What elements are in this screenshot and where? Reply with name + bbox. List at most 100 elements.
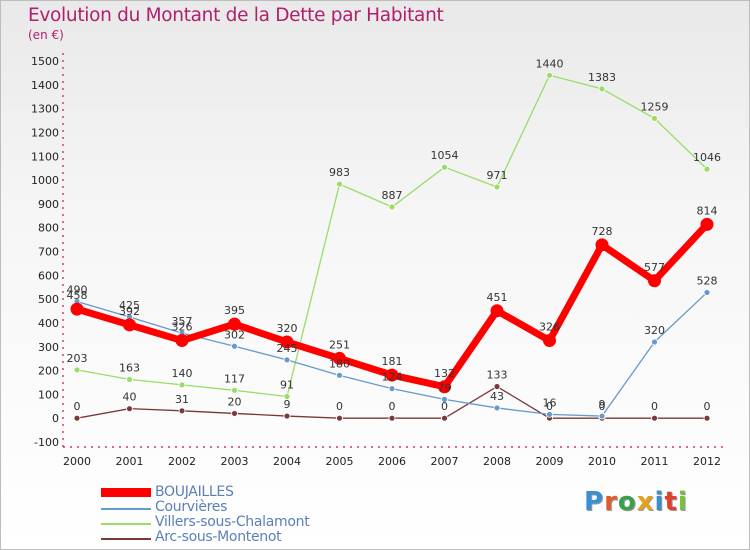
data-label: 1259 (641, 100, 669, 113)
data-point (283, 393, 291, 400)
legend-label: Villers-sous-Chalamont (155, 514, 310, 530)
x-tick-label: 2000 (63, 455, 91, 468)
data-point (283, 356, 291, 364)
data-label: 326 (539, 321, 560, 334)
data-point (388, 203, 396, 211)
data-label: 1054 (431, 149, 459, 162)
y-tick-label: 0 (52, 412, 59, 425)
logo-letter: x (636, 487, 655, 517)
legend-swatch-courvieres (101, 508, 151, 510)
data-point (648, 274, 661, 288)
data-label: 79 (438, 381, 452, 394)
x-tick-label: 2010 (588, 455, 616, 468)
x-tick-label: 2006 (378, 455, 406, 468)
data-point (178, 407, 186, 415)
data-point (385, 368, 399, 382)
data-point (651, 114, 658, 122)
data-point (703, 165, 711, 173)
data-label: 392 (119, 305, 140, 318)
legend-label: Courvières (155, 499, 228, 515)
data-point (388, 385, 396, 393)
data-label: 31 (175, 393, 189, 406)
y-tick-label: 800 (38, 222, 59, 235)
data-label: 0 (599, 400, 606, 413)
y-tick-label: 700 (38, 246, 59, 259)
data-point (441, 414, 448, 422)
data-point (700, 217, 714, 231)
legend-label: Arc-sous-Montenot (155, 529, 282, 545)
legend-swatch-boujailles (101, 488, 151, 497)
data-label: 43 (490, 390, 504, 403)
legend-swatch-villers (101, 523, 151, 525)
y-tick-label: -100 (34, 436, 59, 449)
data-label: 320 (277, 322, 298, 335)
data-label: 887 (382, 189, 403, 202)
data-point (441, 395, 448, 403)
legend-label: BOUJAILLES (155, 484, 234, 500)
data-label: 528 (697, 274, 718, 287)
x-tick-label: 2007 (431, 455, 459, 468)
data-point (280, 335, 294, 349)
x-tick-label: 2003 (221, 455, 249, 468)
legend-swatch-arc (101, 538, 151, 540)
data-label: 490 (67, 284, 88, 297)
data-point (651, 338, 658, 346)
data-point (546, 71, 553, 79)
data-label: 395 (224, 304, 245, 317)
y-tick-label: 1000 (31, 174, 59, 187)
data-label: 728 (592, 225, 613, 238)
data-point (336, 414, 343, 422)
proxiti-logo: Proxiti (584, 487, 688, 517)
data-point (493, 404, 501, 412)
logo-letter: o (617, 487, 637, 517)
x-tick-label: 2002 (168, 455, 196, 468)
data-label: 181 (382, 355, 403, 368)
y-tick-label: 1500 (31, 55, 59, 68)
logo-letter: P (584, 487, 605, 517)
data-label: 451 (487, 291, 508, 304)
data-point (70, 302, 84, 316)
data-label: 326 (172, 321, 193, 334)
data-point (283, 412, 291, 420)
data-point (73, 366, 81, 374)
logo-letter: t (664, 487, 678, 517)
unit-label: (en €) (28, 28, 64, 42)
data-label: 0 (546, 400, 553, 413)
y-tick-label: 200 (38, 365, 59, 378)
y-tick-label: 1100 (31, 150, 59, 163)
data-label: 133 (487, 369, 508, 382)
x-tick-label: 2012 (693, 455, 721, 468)
data-label: 16 (543, 396, 557, 409)
data-label: 0 (74, 400, 81, 413)
data-label: 117 (224, 372, 245, 385)
data-point (546, 410, 553, 418)
data-label: 0 (441, 400, 448, 413)
data-label: 124 (382, 371, 403, 384)
data-label: 814 (697, 204, 718, 217)
y-tick-label: 1400 (31, 79, 59, 92)
data-point (493, 383, 501, 390)
data-point (336, 371, 343, 379)
logo-letter: i (654, 487, 665, 517)
data-label: 20 (228, 395, 242, 408)
data-point (336, 180, 343, 188)
data-label: 9 (599, 398, 606, 411)
data-label: 203 (67, 352, 88, 365)
data-label: 971 (487, 169, 508, 182)
x-tick-label: 2011 (641, 455, 669, 468)
data-label: 0 (336, 400, 343, 413)
data-point (438, 380, 451, 394)
data-point (598, 85, 606, 93)
data-label: 320 (644, 324, 665, 337)
data-label: 302 (224, 328, 245, 341)
data-label: 251 (329, 338, 350, 351)
data-label: 425 (119, 299, 140, 312)
series-line-2 (76, 74, 708, 398)
data-point (598, 412, 606, 420)
logo-letter: i (677, 487, 688, 517)
y-tick-label: 900 (38, 198, 59, 211)
y-tick-label: 600 (38, 269, 59, 282)
data-point (126, 405, 133, 413)
data-point (333, 351, 346, 365)
